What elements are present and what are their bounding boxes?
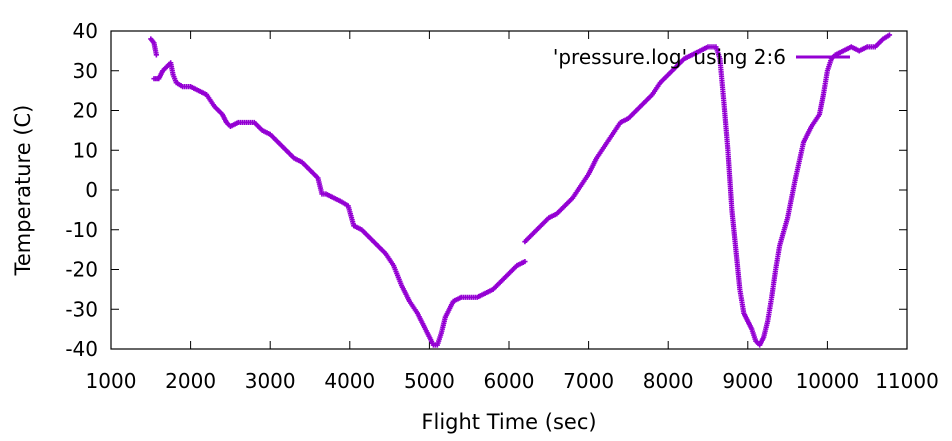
data-point <box>886 32 893 38</box>
x-tick-label: 5000 <box>404 369 455 393</box>
x-tick-label: 8000 <box>643 369 694 393</box>
x-tick-label: 1000 <box>86 369 137 393</box>
x-tick-label: 11000 <box>875 369 939 393</box>
y-tick-label: -10 <box>65 218 98 242</box>
data-series <box>148 32 893 348</box>
y-tick-label: 20 <box>73 99 98 123</box>
x-tick-label: 6000 <box>484 369 535 393</box>
y-tick-label: 40 <box>73 19 98 43</box>
legend-label: 'pressure.log' using 2:6 <box>553 45 786 69</box>
y-tick-label: -20 <box>65 258 98 282</box>
y-tick-label: 10 <box>73 138 98 162</box>
data-point <box>522 258 528 265</box>
y-tick-label: -30 <box>65 297 98 321</box>
data-point <box>153 52 159 58</box>
x-tick-label: 2000 <box>165 369 216 393</box>
legend: 'pressure.log' using 2:6 <box>553 45 850 69</box>
x-tick-label: 10000 <box>796 369 860 393</box>
axis-ticks <box>110 30 908 350</box>
x-axis-title: Flight Time (sec) <box>421 410 596 434</box>
plot-frame <box>110 30 908 350</box>
axis-tick-labels: 1000 2000 3000 4000 5000 6000 7000 8000 9000 1000… <box>65 19 938 393</box>
x-tick-label: 7000 <box>563 369 614 393</box>
y-tick-label: 0 <box>85 178 98 202</box>
x-tick-label: 9000 <box>722 369 773 393</box>
x-tick-label: 3000 <box>245 369 296 393</box>
y-tick-label: 30 <box>73 59 98 83</box>
y-axis-title: Temperature (C) <box>11 105 35 277</box>
y-tick-label: -40 <box>65 337 98 361</box>
x-tick-label: 4000 <box>324 369 375 393</box>
